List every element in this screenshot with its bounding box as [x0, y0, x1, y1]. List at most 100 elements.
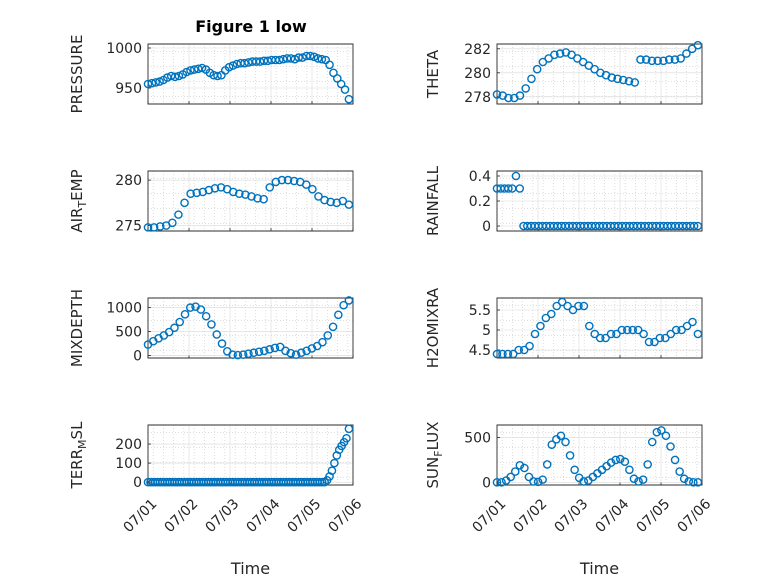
- axes-border: [147, 297, 354, 359]
- data-point: [344, 200, 354, 209]
- data-point: [684, 477, 694, 486]
- data-point: [344, 424, 354, 434]
- data-point: [275, 55, 284, 65]
- data-point: [182, 67, 191, 77]
- data-point: [336, 79, 346, 89]
- data-point: [647, 437, 657, 447]
- data-point: [277, 175, 287, 185]
- data-point: [618, 75, 628, 85]
- data-point: [325, 60, 334, 70]
- data-point: [338, 196, 348, 206]
- data-point: [298, 53, 307, 62]
- data-point: [541, 313, 551, 323]
- y-tick-label: 5: [482, 323, 491, 339]
- data-point: [238, 350, 248, 359]
- data-point: [693, 329, 703, 339]
- data-point: [670, 55, 680, 64]
- y-axis-label: RAINFALL: [424, 165, 442, 236]
- subplot-theta: 278 280 282 THETA: [424, 40, 703, 106]
- y-tick-label: 278: [464, 90, 491, 106]
- subplot-sun_flux: 07/01 07/02 07/03 07/04 07/05 07/06 0 500 SUNFLU…: [424, 422, 714, 578]
- data-point: [196, 305, 206, 314]
- x-tick-label: 07/03: [203, 496, 243, 536]
- data-point: [515, 184, 525, 193]
- data-point: [629, 474, 639, 484]
- data-point: [289, 176, 299, 186]
- subplot-pressure: 950 1000 PRESSURE: [68, 35, 354, 113]
- data-point: [514, 345, 524, 355]
- data-point: [617, 325, 627, 335]
- data-point: [606, 458, 616, 467]
- data-point: [630, 78, 640, 87]
- data-point: [510, 467, 520, 476]
- data-point: [634, 477, 643, 486]
- y-tick-label: 280: [464, 66, 491, 82]
- data-point: [207, 320, 216, 329]
- y-tick-label: 500: [464, 431, 491, 447]
- data-point: [613, 74, 622, 84]
- data-point: [538, 475, 547, 484]
- data-point: [675, 467, 684, 476]
- data-point: [235, 189, 244, 199]
- x-tick-label: 07/02: [162, 496, 202, 536]
- data-point: [197, 63, 207, 73]
- subplot-rainfall: 0 0.2 0.4 RAINFALL: [424, 165, 703, 236]
- data-point: [259, 194, 268, 204]
- data-point: [689, 221, 699, 231]
- data-point: [224, 62, 234, 72]
- y-tick-label: 1000: [106, 41, 142, 57]
- data-point: [568, 305, 578, 315]
- data-point: [639, 329, 648, 339]
- data-point: [308, 184, 317, 194]
- x-tick-label: 07/06: [326, 496, 366, 536]
- data-point: [339, 300, 348, 310]
- data-point: [170, 72, 180, 82]
- axes-air_temp: [147, 170, 354, 232]
- axes-border: [496, 424, 703, 486]
- y-tick-label: 950: [115, 81, 142, 97]
- data-point: [344, 296, 354, 305]
- data-point: [529, 477, 538, 486]
- data-point: [504, 184, 513, 193]
- y-tick-label: 4.5: [469, 343, 491, 359]
- data-point: [520, 463, 529, 473]
- data-point: [595, 333, 605, 343]
- data-point: [290, 54, 300, 64]
- data-point: [652, 427, 662, 437]
- data-point: [323, 331, 333, 340]
- data-point: [164, 327, 174, 337]
- axes-terr_msl: [147, 424, 354, 486]
- subplot-air_temp: 275 280 AIRTEMP: [68, 169, 354, 235]
- data-point: [636, 55, 645, 64]
- data-point: [330, 458, 339, 468]
- data-point: [579, 301, 589, 311]
- data-point: [294, 53, 303, 62]
- data-point: [201, 311, 211, 321]
- data-point: [625, 465, 634, 475]
- x-tick-label: 07/04: [244, 496, 284, 536]
- data-point: [314, 192, 323, 201]
- data-point: [579, 477, 589, 486]
- data-point: [210, 183, 220, 193]
- data-point: [317, 54, 327, 64]
- data-point: [515, 460, 525, 470]
- data-point: [307, 344, 317, 353]
- data-point: [270, 343, 280, 353]
- x-axis-label: Time: [579, 559, 619, 578]
- data-point: [666, 442, 675, 451]
- data-point: [253, 193, 262, 203]
- data-point: [217, 339, 227, 348]
- data-point: [670, 455, 680, 465]
- data-point: [213, 71, 222, 81]
- data-point: [585, 321, 594, 331]
- x-axis-label: Time: [230, 559, 270, 578]
- data-point: [185, 303, 195, 312]
- y-tick-label: 282: [464, 42, 491, 58]
- data-point: [570, 465, 579, 475]
- data-point: [676, 54, 685, 63]
- data-point: [550, 50, 559, 60]
- data-point: [590, 329, 600, 339]
- data-point: [228, 61, 238, 70]
- y-tick-label: 1000: [106, 301, 142, 317]
